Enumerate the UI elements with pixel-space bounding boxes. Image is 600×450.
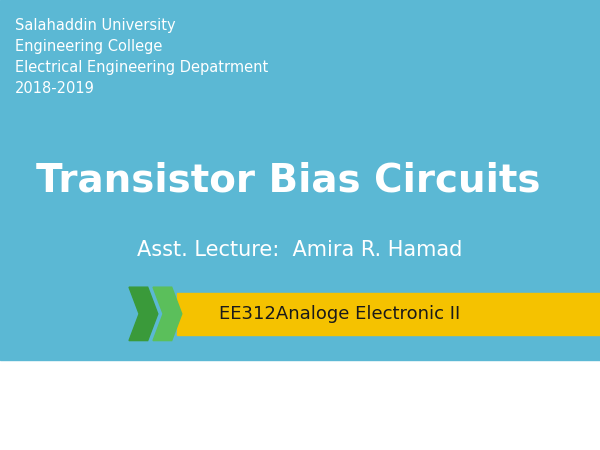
Bar xyxy=(177,292,600,335)
Bar xyxy=(0,0,600,360)
Polygon shape xyxy=(129,287,158,341)
Text: Salahaddin University
Engineering College
Electrical Engineering Depatrment
2018: Salahaddin University Engineering Colleg… xyxy=(15,18,268,96)
Text: Asst. Lecture:  Amira R. Hamad: Asst. Lecture: Amira R. Hamad xyxy=(137,240,463,260)
Text: Transistor Bias Circuits: Transistor Bias Circuits xyxy=(36,161,541,199)
Text: EE312Analoge Electronic II: EE312Analoge Electronic II xyxy=(219,305,460,323)
Polygon shape xyxy=(153,287,182,341)
